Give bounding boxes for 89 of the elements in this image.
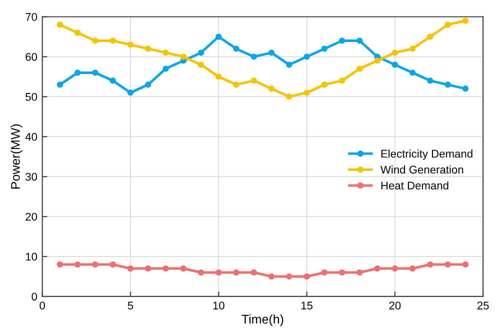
point	[462, 261, 469, 268]
point	[180, 265, 186, 272]
point	[233, 46, 240, 52]
point	[268, 50, 275, 56]
point	[215, 269, 222, 276]
point	[250, 54, 258, 60]
point	[338, 38, 346, 44]
point	[268, 273, 275, 280]
point	[409, 46, 416, 52]
legend-label: Electricity Demand	[381, 150, 472, 160]
point	[338, 269, 346, 276]
point	[286, 62, 292, 68]
point	[427, 78, 434, 84]
point	[286, 94, 292, 100]
point	[127, 42, 134, 48]
point	[127, 265, 134, 272]
point	[56, 261, 64, 268]
point	[356, 38, 363, 44]
x-tick-label: 0	[40, 302, 45, 310]
point	[74, 30, 81, 36]
x-tick-label: 25	[477, 302, 489, 310]
point	[162, 66, 169, 72]
point	[409, 70, 416, 76]
point	[286, 273, 292, 280]
point	[92, 70, 98, 76]
point	[250, 269, 258, 276]
y-tick-label: 10	[26, 252, 38, 261]
x-tick-label: 15	[301, 302, 312, 310]
x-tick-label: 10	[213, 302, 224, 310]
y-axis-title: Power(MW)	[10, 124, 22, 189]
y-tick-label: 30	[26, 172, 38, 181]
point	[321, 46, 328, 52]
point	[162, 50, 169, 56]
point	[304, 54, 310, 60]
point	[392, 265, 398, 272]
point	[144, 46, 152, 52]
point	[268, 86, 275, 92]
point	[74, 70, 81, 76]
y-tick-label: 20	[26, 212, 38, 221]
point	[144, 265, 152, 272]
point	[356, 269, 363, 276]
point	[198, 62, 204, 68]
point	[338, 78, 346, 84]
point	[321, 82, 328, 88]
point	[180, 54, 186, 60]
point	[215, 34, 222, 40]
point	[356, 66, 363, 72]
y-tick-label: 50	[26, 92, 38, 101]
point	[444, 82, 451, 88]
y-tick-label: 40	[25, 132, 38, 141]
point	[250, 78, 258, 84]
point	[427, 261, 434, 268]
point	[56, 22, 64, 28]
point	[144, 82, 152, 88]
point	[409, 265, 416, 272]
point	[198, 50, 204, 56]
point	[127, 90, 134, 96]
point	[392, 50, 398, 56]
legend-label: Heat Demand	[381, 181, 448, 190]
point	[92, 38, 98, 44]
point	[56, 82, 64, 88]
point	[304, 273, 310, 280]
point	[110, 261, 116, 268]
point	[374, 58, 380, 64]
point	[215, 74, 222, 80]
x-tick-label: 5	[128, 302, 134, 310]
x-axis-title: Time(h)	[242, 314, 284, 326]
point	[392, 62, 398, 68]
point	[92, 261, 98, 268]
point	[444, 22, 451, 28]
point	[233, 82, 240, 88]
point	[233, 269, 240, 276]
y-tick-label: 60	[26, 52, 38, 61]
legend-label: Wind Generation	[380, 165, 464, 174]
point	[444, 261, 451, 268]
y-tick-label: 0	[32, 292, 38, 301]
point	[110, 78, 116, 84]
point	[374, 265, 380, 272]
point	[321, 269, 328, 276]
point	[462, 86, 469, 92]
point	[110, 38, 116, 44]
point	[162, 265, 169, 272]
point	[427, 34, 434, 40]
point	[74, 261, 81, 268]
point	[304, 90, 310, 96]
point	[462, 18, 469, 24]
y-tick-label: 70	[26, 13, 38, 21]
point	[198, 269, 204, 276]
x-tick-label: 20	[389, 302, 401, 310]
